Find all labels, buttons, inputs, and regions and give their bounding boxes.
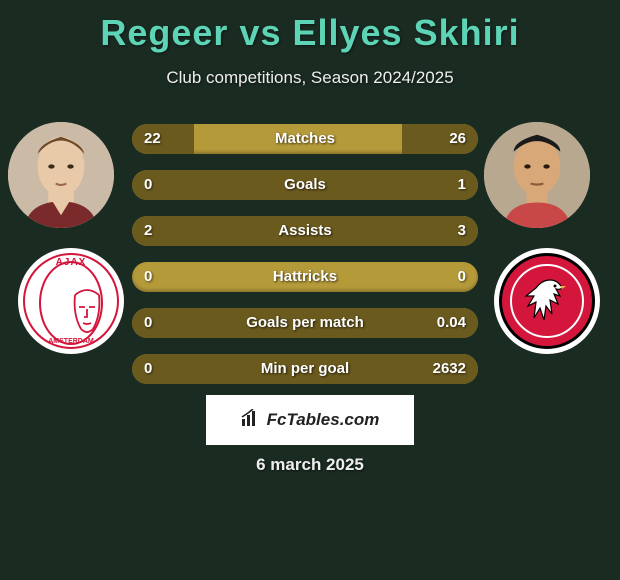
player-left-face-icon bbox=[8, 122, 114, 228]
stat-label: Goals bbox=[132, 170, 478, 200]
ajax-logo-icon: AJAX AMSTERDAM bbox=[23, 253, 119, 349]
page-title: Regeer vs Ellyes Skhiri bbox=[0, 0, 620, 54]
date-text: 6 march 2025 bbox=[0, 455, 620, 475]
player-right-face-icon bbox=[484, 122, 590, 228]
stat-label: Goals per match bbox=[132, 308, 478, 338]
stat-label: Hattricks bbox=[132, 262, 478, 292]
stat-row: 02632Min per goal bbox=[132, 354, 478, 384]
brand-chart-icon bbox=[241, 409, 261, 432]
comparison-bars: 2226Matches 01Goals 23Assists 00Hattricks 00… bbox=[132, 124, 478, 400]
stat-label: Matches bbox=[132, 124, 478, 154]
subtitle: Club competitions, Season 2024/2025 bbox=[0, 68, 620, 88]
stat-row: 00Hattricks bbox=[132, 262, 478, 292]
eagle-icon bbox=[520, 274, 580, 334]
stat-row: 23Assists bbox=[132, 216, 478, 246]
eintracht-logo-icon bbox=[499, 253, 595, 349]
club-right-logo bbox=[494, 248, 600, 354]
ajax-face-icon bbox=[67, 285, 107, 335]
stat-row: 00.04Goals per match bbox=[132, 308, 478, 338]
stat-label: Assists bbox=[132, 216, 478, 246]
ajax-logo-city: AMSTERDAM bbox=[25, 338, 117, 345]
player-right-avatar bbox=[484, 122, 590, 228]
brand-text: FcTables.com bbox=[267, 410, 380, 430]
stat-row: 01Goals bbox=[132, 170, 478, 200]
brand-badge: FcTables.com bbox=[206, 395, 414, 445]
stat-label: Min per goal bbox=[132, 354, 478, 384]
player-left-avatar bbox=[8, 122, 114, 228]
stat-row: 2226Matches bbox=[132, 124, 478, 154]
club-left-logo: AJAX AMSTERDAM bbox=[18, 248, 124, 354]
